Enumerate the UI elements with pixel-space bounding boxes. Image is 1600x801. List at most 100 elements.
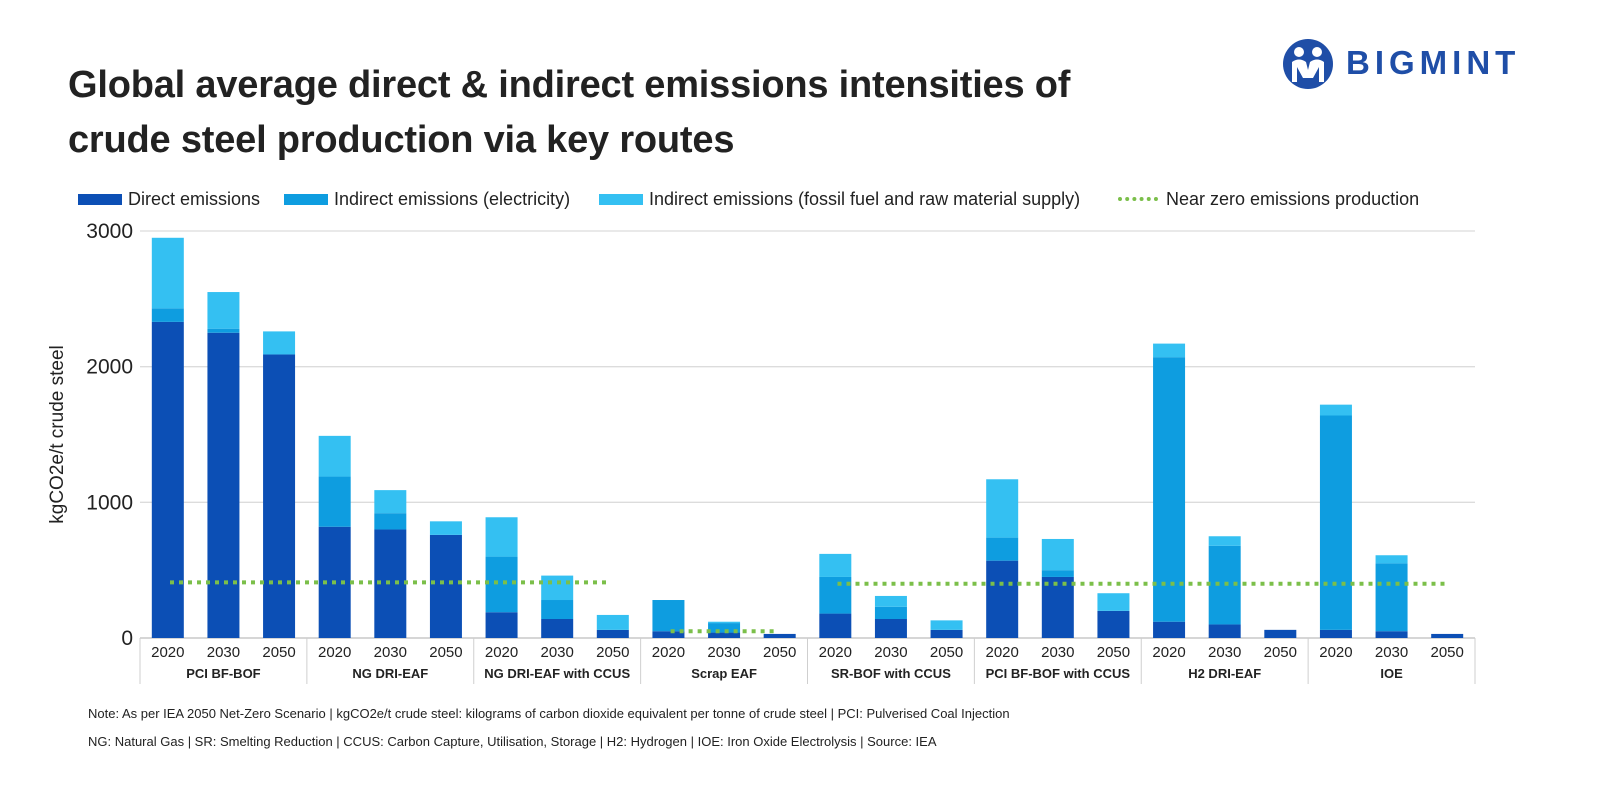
x-tick-label: 2030 (874, 644, 907, 661)
group-label: NG DRI-EAF (352, 666, 428, 681)
y-tick-label: 1000 (86, 491, 133, 514)
legend-item-fossil: Indirect emissions (fossil fuel and raw … (599, 186, 1080, 212)
bar-fossil-segment (1375, 555, 1408, 564)
bar-direct-segment (1208, 624, 1241, 638)
y-tick-label: 2000 (86, 356, 133, 379)
legend-label-near-zero: Near zero emissions production (1166, 188, 1420, 209)
x-tick-label: 2050 (429, 644, 462, 661)
x-tick-label: 2050 (262, 644, 295, 661)
bar-direct-segment (1431, 633, 1464, 638)
bar-electricity-segment (874, 606, 907, 620)
x-tick-label: 2030 (207, 644, 240, 661)
bar-electricity-segment (151, 308, 184, 322)
bar-electricity-segment (1319, 415, 1352, 630)
group-label: H2 DRI-EAF (1188, 666, 1261, 681)
bar-direct-segment (151, 321, 184, 638)
legend-label-electricity: Indirect emissions (electricity) (334, 188, 571, 209)
bar-fossil-segment (1153, 343, 1186, 358)
bar-electricity-segment (374, 513, 407, 530)
bar-direct-segment (1097, 610, 1130, 638)
legend-label-direct: Direct emissions (128, 188, 261, 209)
bar-fossil-segment (819, 553, 852, 577)
group-label: NG DRI-EAF with CCUS (484, 666, 630, 681)
bar-direct-segment (1375, 631, 1408, 638)
bar-electricity-segment (1041, 570, 1074, 577)
brand-logo: BIGMINT (1280, 36, 1550, 92)
x-tick-label: 2050 (763, 644, 796, 661)
bar-electricity-segment (1153, 357, 1186, 622)
group-label: PCI BF-BOF (186, 666, 260, 681)
bar-fossil-segment (874, 595, 907, 607)
bar-fossil-segment (318, 435, 351, 477)
x-tick-label: 2050 (1431, 644, 1464, 661)
footnote-1: Note: As per IEA 2050 Net-Zero Scenario … (88, 706, 1010, 721)
bar-direct-segment (541, 619, 574, 638)
bigmint-logo-icon (1283, 39, 1333, 89)
legend-swatch-fossil (599, 193, 643, 205)
bar-direct-segment (485, 612, 518, 638)
x-tick-label: 2050 (1264, 644, 1297, 661)
legend-swatch-electricity (284, 193, 328, 205)
bar-fossil-segment (429, 521, 462, 535)
x-tick-label: 2050 (930, 644, 963, 661)
x-tick-label: 2030 (374, 644, 407, 661)
bar-electricity-segment (318, 476, 351, 527)
title-line-2: crude steel production via key routes (68, 119, 735, 161)
x-tick-label: 2020 (318, 644, 351, 661)
bar-fossil-segment (1041, 538, 1074, 571)
bar-fossil-segment (207, 292, 240, 329)
bar-fossil-segment (930, 620, 963, 630)
x-tick-label: 2050 (1097, 644, 1130, 661)
legend-swatch-direct (78, 193, 122, 205)
bar-fossil-segment (151, 237, 184, 309)
chart-title: Global average direct & indirect emissio… (68, 58, 1218, 168)
x-tick-label: 2020 (1319, 644, 1352, 661)
group-label: Scrap EAF (691, 666, 757, 681)
x-tick-label: 2020 (986, 644, 1019, 661)
legend-swatch-near-zero (1118, 197, 1158, 201)
bar-fossil-segment (986, 479, 1019, 538)
legend-label-fossil: Indirect emissions (fossil fuel and raw … (649, 188, 1081, 209)
x-tick-label: 2050 (596, 644, 629, 661)
legend-item-direct: Direct emissions (78, 186, 260, 212)
bar-fossil-segment (1097, 593, 1130, 611)
bar-electricity-segment (207, 328, 240, 333)
legend-item-near-zero: Near zero emissions production (1118, 186, 1419, 212)
bar-electricity-segment (541, 600, 574, 620)
footnote-2: NG: Natural Gas | SR: Smelting Reduction… (88, 734, 937, 749)
bar-fossil-segment (541, 575, 574, 601)
x-tick-label: 2030 (541, 644, 574, 661)
bar-fossil-segment (374, 490, 407, 514)
bar-direct-segment (1319, 629, 1352, 638)
bar-fossil-segment (1208, 536, 1241, 546)
bar-fossil-segment (1319, 404, 1352, 416)
bar-fossil-segment (596, 614, 629, 630)
bar-electricity-segment (1375, 563, 1408, 632)
bar-direct-segment (930, 629, 963, 638)
group-label: IOE (1380, 666, 1403, 681)
x-tick-label: 2020 (819, 644, 852, 661)
bar-direct-segment (263, 354, 296, 638)
bar-direct-segment (1153, 621, 1186, 638)
bar-fossil-segment (263, 331, 296, 355)
bar-direct-segment (429, 534, 462, 638)
bar-direct-segment (1041, 576, 1074, 638)
x-tick-label: 2020 (1152, 644, 1185, 661)
x-tick-label: 2020 (652, 644, 685, 661)
x-tick-label: 2020 (151, 644, 184, 661)
x-tick-label: 2030 (1208, 644, 1241, 661)
y-tick-label: 3000 (86, 220, 133, 243)
x-tick-label: 2030 (1041, 644, 1074, 661)
bar-fossil-segment (485, 517, 518, 557)
x-tick-label: 2030 (707, 644, 740, 661)
title-line-1: Global average direct & indirect emissio… (68, 64, 1071, 106)
bar-electricity-segment (485, 556, 518, 613)
bar-direct-segment (819, 613, 852, 638)
y-axis-label: kgCO2e/t crude steel (47, 345, 68, 523)
group-label: SR-BOF with CCUS (831, 666, 951, 681)
bar-direct-segment (1264, 629, 1297, 638)
group-label: PCI BF-BOF with CCUS (986, 666, 1131, 681)
stacked-bar-chart: 0 1000 2000 3000 kgCO2e/t crude steel 2020 203… (47, 220, 1476, 684)
bar-direct-segment (596, 629, 629, 638)
bar-direct-segment (986, 560, 1019, 638)
